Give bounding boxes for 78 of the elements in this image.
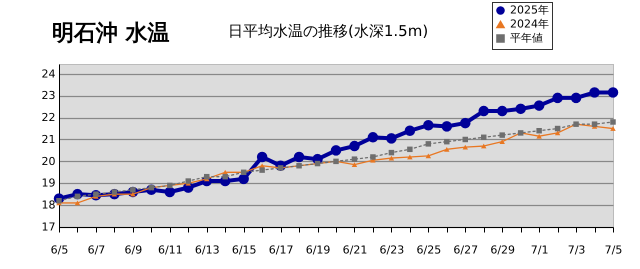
point	[608, 87, 618, 98]
point	[570, 92, 582, 104]
point	[352, 156, 358, 162]
x-tick-label: 6/11	[158, 244, 183, 256]
point	[442, 121, 452, 132]
point	[74, 200, 80, 206]
point	[554, 126, 560, 132]
point	[534, 100, 544, 111]
point	[444, 146, 450, 152]
point	[610, 119, 616, 125]
x-tick-label: 6/19	[306, 244, 330, 256]
chart-subtitle: 日平均水温の推移(水深1.5m)	[228, 22, 428, 41]
point	[370, 154, 376, 160]
x-tick-label: 6/9	[124, 244, 142, 256]
point	[294, 152, 304, 162]
point	[426, 154, 432, 158]
legend-label: 2024年	[510, 18, 549, 30]
point	[478, 106, 489, 116]
point	[349, 140, 360, 152]
point	[330, 145, 342, 156]
point	[164, 186, 176, 198]
point	[610, 126, 616, 131]
y-tick-label: 19	[42, 176, 56, 190]
point	[388, 156, 394, 160]
point	[462, 136, 468, 142]
point	[368, 132, 378, 143]
point	[444, 138, 450, 144]
point	[352, 162, 358, 168]
point	[499, 139, 505, 144]
y-tick-label: 24	[42, 67, 56, 80]
point	[238, 174, 249, 184]
x-tick-label: 6/29	[490, 244, 516, 256]
y-tick-label: 21	[42, 132, 56, 146]
point	[480, 144, 486, 148]
point	[407, 146, 413, 152]
point	[204, 174, 210, 180]
x-tick-label: 7/3	[568, 244, 586, 256]
point	[589, 87, 600, 98]
y-tick-label: 23	[42, 89, 56, 102]
point	[460, 118, 471, 128]
point	[462, 144, 468, 150]
point	[480, 134, 486, 140]
point	[496, 106, 508, 116]
x-tick-label: 6/7	[88, 244, 106, 256]
chart-title: 明石沖 水温	[52, 20, 170, 48]
point	[515, 104, 526, 114]
point	[186, 178, 192, 184]
x-tick-label: 7/5	[604, 244, 622, 256]
y-tick-label: 17	[42, 220, 56, 234]
x-tick-label: 7/1	[530, 244, 548, 256]
point	[407, 154, 413, 160]
point	[386, 133, 397, 144]
x-tick-label: 6/23	[380, 244, 404, 256]
point	[536, 134, 542, 139]
point	[259, 167, 265, 173]
point	[536, 128, 542, 134]
legend-label: 2025年	[510, 4, 549, 16]
x-tick-label: 6/5	[50, 244, 68, 256]
x-tick-label: 6/13	[194, 244, 220, 256]
x-tick-label: 6/15	[232, 244, 257, 256]
y-tick-label: 20	[42, 154, 56, 168]
y-tick-label: 22	[42, 111, 56, 124]
point	[552, 92, 563, 104]
x-tick-label: 6/27	[453, 244, 478, 256]
legend-label: 平年値	[510, 32, 543, 44]
point	[499, 132, 505, 138]
y-tick-label: 18	[42, 198, 56, 212]
x-tick-label: 6/21	[342, 244, 368, 256]
point	[426, 141, 432, 147]
x-tick-label: 6/17	[268, 244, 294, 256]
point	[404, 126, 416, 136]
x-tick-label: 6/25	[416, 244, 442, 256]
point	[592, 121, 598, 127]
point	[222, 174, 228, 180]
point	[423, 120, 434, 130]
point	[388, 150, 394, 156]
point	[256, 152, 268, 162]
point	[554, 130, 560, 136]
